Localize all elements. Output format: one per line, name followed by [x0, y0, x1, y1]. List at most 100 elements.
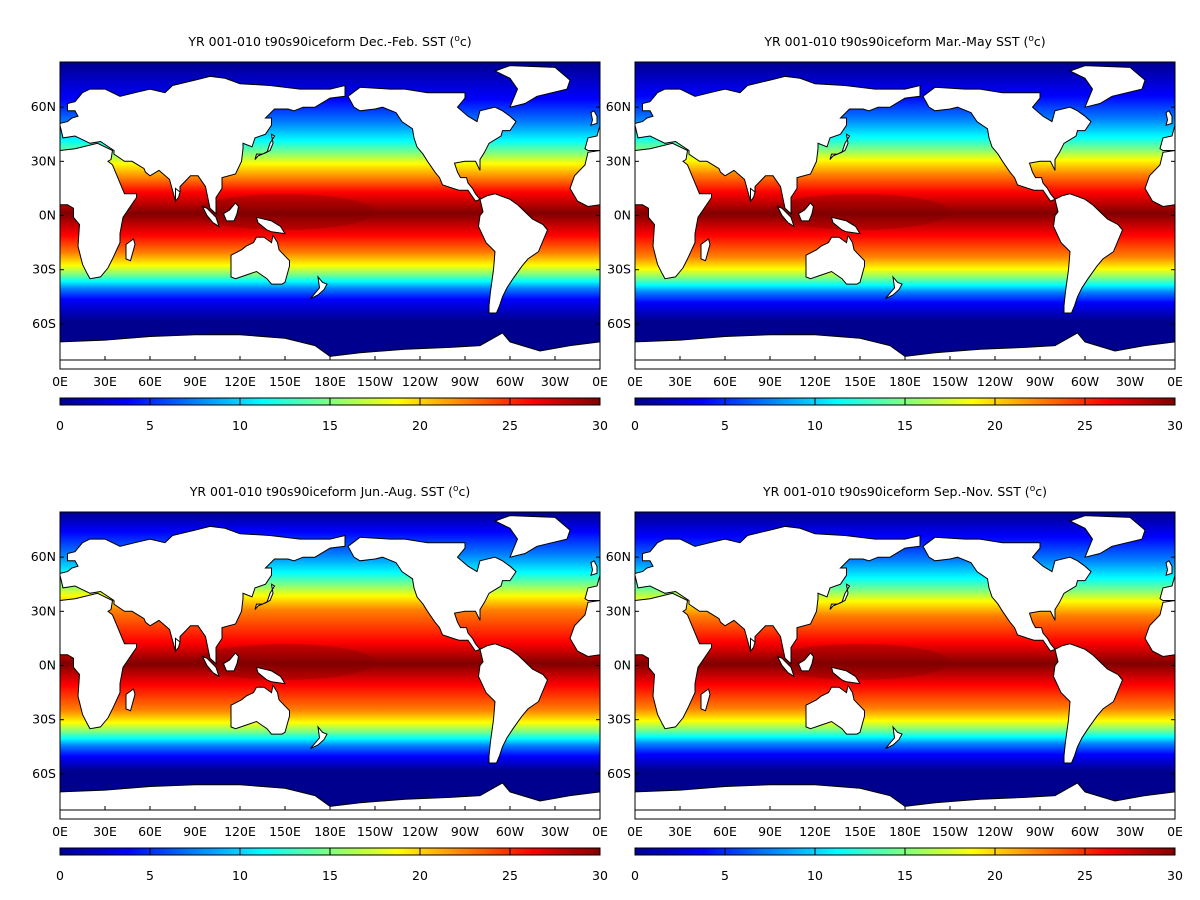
sst-panel-mam: YR 001-010 t90s90iceform Mar.-May SST (o…: [575, 0, 1183, 450]
lon-label: 30W: [1116, 374, 1144, 389]
warm-pool: [770, 193, 950, 230]
colorbar-label: 20: [987, 868, 1003, 883]
lon-label: 60W: [1071, 824, 1099, 839]
colorbar-label: 5: [721, 418, 729, 433]
land-greenland: [493, 515, 571, 558]
land-nz: [310, 275, 328, 300]
lon-label: 150E: [844, 824, 876, 839]
land-nz: [885, 725, 903, 750]
land-south-america: [1052, 193, 1124, 314]
lat-label: 60N: [31, 549, 56, 564]
land-india-tip: [175, 187, 181, 203]
sst-panel-son: YR 001-010 t90s90iceform Sep.-Nov. SST (…: [575, 450, 1183, 900]
land-sumatra: [776, 655, 795, 678]
colorbar-label: 30: [592, 418, 608, 433]
land-borneo: [797, 652, 815, 672]
warm-pool: [770, 643, 950, 680]
lat-label: 60S: [607, 766, 631, 781]
land-australia: [805, 234, 865, 285]
land-australia: [805, 684, 865, 735]
land-africa-eurasia: [59, 592, 137, 730]
lon-label: 0E: [627, 374, 643, 389]
colorbar-label: 25: [502, 418, 518, 433]
colorbar-label: 10: [232, 868, 248, 883]
lon-label: 90E: [758, 374, 782, 389]
lon-label: 120W: [402, 824, 438, 839]
colorbar-label: 0: [56, 868, 64, 883]
land-new-guinea: [255, 666, 286, 685]
lon-label: 90W: [1026, 824, 1054, 839]
land-north-america: [922, 536, 1092, 652]
lon-label: 120W: [977, 374, 1013, 389]
land-japan: [829, 583, 851, 610]
lat-label: 30S: [607, 712, 631, 727]
lon-label: 120E: [799, 824, 831, 839]
lon-label: 30W: [541, 374, 569, 389]
lon-label: 0E: [52, 374, 68, 389]
land-madagascar: [125, 238, 136, 262]
sst-panel-jja: YR 001-010 t90s90iceform Jun.-Aug. SST (…: [0, 450, 608, 900]
colorbar-label: 25: [502, 868, 518, 883]
lon-label: 120W: [402, 374, 438, 389]
colorbar-label: 0: [631, 418, 639, 433]
land-africa-eurasia: [59, 142, 137, 280]
land-india-tip: [750, 187, 756, 203]
land-south-america: [1052, 643, 1124, 764]
land-new-guinea: [830, 216, 861, 235]
lat-label: 30S: [32, 712, 56, 727]
lon-label: 90W: [1026, 374, 1054, 389]
land-australia: [230, 234, 290, 285]
lon-label: 60W: [496, 374, 524, 389]
lon-label: 180E: [889, 824, 921, 839]
colorbar-label: 0: [56, 418, 64, 433]
lat-label: 30S: [32, 262, 56, 277]
land-india-tip: [175, 637, 181, 653]
colorbar-label: 30: [1167, 418, 1183, 433]
lat-label: 0N: [39, 208, 56, 223]
lat-label: 60S: [607, 316, 631, 331]
warm-pool: [195, 193, 375, 230]
land-nz: [310, 725, 328, 750]
land-madagascar: [700, 238, 711, 262]
colorbar-label: 5: [146, 418, 154, 433]
colorbar-label: 25: [1077, 868, 1093, 883]
colorbar-label: 20: [412, 868, 428, 883]
colorbar-label: 15: [322, 868, 338, 883]
colorbar-label: 5: [146, 868, 154, 883]
land-greenland: [1068, 515, 1146, 558]
lon-label: 60W: [1071, 374, 1099, 389]
lon-label: 60E: [138, 824, 162, 839]
lon-label: 60E: [713, 824, 737, 839]
lat-label: 30N: [31, 153, 56, 168]
land-australia: [230, 684, 290, 735]
land-north-america: [922, 86, 1092, 202]
lon-label: 180E: [314, 374, 346, 389]
lon-label: 150W: [357, 824, 393, 839]
lon-label: 180E: [314, 824, 346, 839]
land-africa-eurasia: [634, 142, 712, 280]
colorbar-label: 10: [807, 418, 823, 433]
land-north-america: [347, 86, 517, 202]
lat-label: 30S: [607, 262, 631, 277]
panel-title: YR 001-010 t90s90iceform Dec.-Feb. SST (…: [188, 34, 472, 50]
lat-label: 0N: [614, 208, 631, 223]
lon-label: 60W: [496, 824, 524, 839]
land-eurasia: [634, 525, 921, 665]
colorbar-label: 5: [721, 868, 729, 883]
panel-title: YR 001-010 t90s90iceform Jun.-Aug. SST (…: [189, 484, 471, 500]
lat-label: 30N: [606, 153, 631, 168]
colorbar-label: 15: [322, 418, 338, 433]
panel-title: YR 001-010 t90s90iceform Sep.-Nov. SST (…: [763, 484, 1047, 500]
lon-label: 180E: [889, 374, 921, 389]
colorbar-label: 0: [631, 868, 639, 883]
lat-label: 60N: [606, 99, 631, 114]
land-india-tip: [750, 637, 756, 653]
colorbar-label: 25: [1077, 418, 1093, 433]
lon-label: 90W: [451, 824, 479, 839]
land-eurasia: [59, 75, 346, 215]
lon-label: 30E: [93, 374, 117, 389]
colorbar-label: 30: [1167, 868, 1183, 883]
lon-label: 60E: [713, 374, 737, 389]
